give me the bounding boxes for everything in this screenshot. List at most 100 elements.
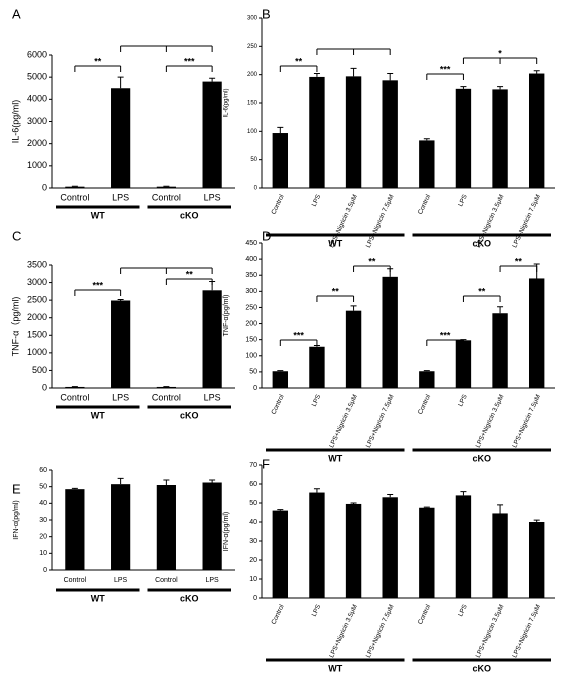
bar <box>419 371 435 388</box>
y-tick-label: 250 <box>245 304 257 311</box>
y-tick-label: 50 <box>249 500 257 507</box>
x-tick-label: Control <box>60 392 89 402</box>
bar <box>202 81 222 188</box>
y-tick-label: 2000 <box>27 138 47 148</box>
panel-label: A <box>12 6 21 21</box>
bar <box>345 310 362 388</box>
y-tick-label: 0 <box>253 385 257 392</box>
bar <box>111 300 131 388</box>
significance-bracket <box>120 45 213 52</box>
error-bar <box>117 477 124 485</box>
error-bar <box>277 126 284 134</box>
error-bar <box>387 493 394 498</box>
y-tick-label: 300 <box>245 288 257 295</box>
error-bar <box>460 86 467 89</box>
significance-bracket <box>462 57 538 64</box>
significance-bracket <box>426 73 464 80</box>
group-label: cKO <box>472 238 491 248</box>
error-bar <box>533 519 540 522</box>
y-tick-label: 6000 <box>27 49 47 59</box>
x-tick-label: LPS <box>112 192 129 202</box>
error-bar <box>350 67 357 77</box>
y-tick-label: 200 <box>245 320 257 327</box>
bar <box>419 507 435 598</box>
x-tick-label: Control <box>270 393 285 415</box>
x-tick-label: LPS+Nigricin 7.5μM <box>511 194 542 249</box>
y-tick-label: 100 <box>245 353 257 360</box>
x-tick-label: Control <box>417 603 432 625</box>
significance-bracket <box>462 295 501 302</box>
x-tick-label: LPS+Nigricin 3.5μM <box>475 394 506 449</box>
group-label: WT <box>328 453 342 463</box>
bar <box>111 484 131 570</box>
significance-bracket <box>120 267 213 274</box>
x-tick-label: LPS <box>311 193 323 208</box>
significance-bracket <box>279 339 318 346</box>
bar <box>528 278 545 388</box>
x-tick-label: LPS+Nigricin 7.5μM <box>511 394 542 449</box>
significance-bracket <box>74 289 122 296</box>
significance-label: *** <box>184 56 195 66</box>
error-bar <box>277 509 284 511</box>
y-tick-label: 3000 <box>27 116 47 126</box>
x-tick-label: Control <box>270 603 285 625</box>
y-tick-label: 0 <box>42 382 47 392</box>
bar <box>111 88 131 188</box>
bar <box>455 88 472 188</box>
y-tick-label: 10 <box>249 576 257 583</box>
bar <box>272 371 289 388</box>
x-tick-label: LPS+Nigricin 3.5μM <box>328 604 359 659</box>
bar <box>272 510 289 598</box>
bar <box>455 495 472 598</box>
x-tick-label: LPS+Nigricin 7.5μM <box>365 194 396 249</box>
bar <box>419 140 435 188</box>
y-tick-label: 40 <box>39 500 47 507</box>
error-bar <box>313 488 320 493</box>
y-tick-label: 350 <box>245 272 257 279</box>
error-bar <box>350 305 357 311</box>
significance-bracket <box>279 65 318 72</box>
significance-label: ** <box>478 286 486 296</box>
bar <box>455 340 472 388</box>
significance-label: * <box>498 48 502 58</box>
y-tick-label: 0 <box>253 595 257 602</box>
x-tick-label: Control <box>60 192 89 202</box>
significance-bracket <box>165 65 213 72</box>
bar <box>345 503 362 598</box>
bar <box>528 522 545 598</box>
bar <box>309 76 325 188</box>
y-tick-label: 20 <box>249 557 257 564</box>
error-bar <box>387 73 394 81</box>
y-tick-label: 1500 <box>27 330 47 340</box>
significance-label: *** <box>92 280 103 290</box>
error-bar <box>209 479 216 483</box>
group-label: cKO <box>180 210 199 220</box>
error-bar <box>423 506 430 508</box>
y-tick-label: 20 <box>39 534 47 541</box>
error-bar <box>277 370 284 372</box>
y-axis-label: IL-6(pg/ml) <box>10 100 20 144</box>
y-tick-label: 150 <box>245 337 257 344</box>
y-tick-label: 250 <box>247 44 258 50</box>
group-label: cKO <box>180 410 199 420</box>
group-label: WT <box>91 593 105 603</box>
error-bar <box>209 77 216 82</box>
x-tick-label: LPS+Nigricin 7.5μM <box>365 394 396 449</box>
group-label: WT <box>91 410 105 420</box>
error-bar <box>313 73 320 77</box>
bar <box>65 186 85 188</box>
bar <box>382 80 398 188</box>
y-tick-label: 150 <box>247 101 258 107</box>
panel-label: B <box>262 6 271 21</box>
x-tick-label: LPS <box>457 393 469 408</box>
error-bar <box>497 306 504 314</box>
bar <box>156 186 176 188</box>
y-tick-label: 50 <box>250 157 257 163</box>
bar <box>65 386 85 388</box>
x-tick-label: Control <box>270 193 285 215</box>
y-tick-label: 200 <box>247 72 258 78</box>
y-tick-label: 3000 <box>27 277 47 287</box>
y-axis-label: TNF-α(pg/ml) <box>223 295 230 337</box>
group-label: WT <box>91 210 105 220</box>
